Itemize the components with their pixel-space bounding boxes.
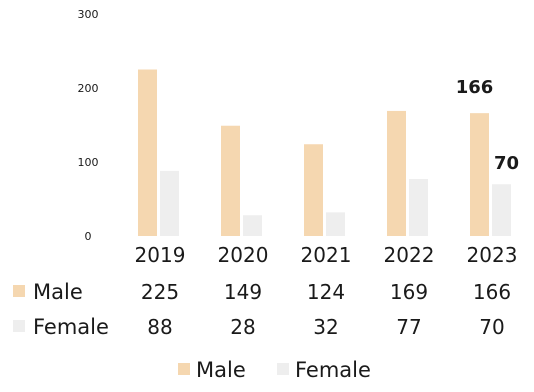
legend-label-male: Male [196, 358, 246, 382]
bars [138, 69, 511, 236]
legend-swatch-female [277, 363, 289, 375]
y-tick-label: 0 [85, 230, 92, 243]
bar-female-2020 [243, 215, 262, 236]
table-row-label: Female [33, 315, 109, 339]
table-cell: 225 [141, 280, 179, 304]
legend-label-female: Female [295, 358, 371, 382]
table-cell: 169 [390, 280, 428, 304]
x-category-label: 2021 [301, 243, 352, 267]
table-cell: 88 [147, 315, 172, 339]
bar-male-2021 [304, 144, 323, 236]
table-cell: 149 [224, 280, 262, 304]
data-label-male-2023: 166 [456, 77, 494, 98]
x-category-label: 2019 [135, 243, 186, 267]
table-cell: 166 [473, 280, 511, 304]
data-table: Male 225 149 124 169 166 Female 88 28 32 77 70 [13, 280, 511, 339]
table-swatch-male [13, 285, 25, 297]
bar-female-2022 [409, 179, 428, 236]
x-category-label: 2023 [467, 243, 518, 267]
bar-male-2023 [470, 113, 489, 236]
y-tick-label: 200 [78, 82, 99, 95]
table-row-label: Male [33, 280, 83, 304]
table-cell: 28 [230, 315, 255, 339]
bar-female-2021 [326, 212, 345, 236]
bar-male-2019 [138, 69, 157, 236]
y-axis-ticks: 0 100 200 300 [78, 8, 99, 243]
x-category-label: 2022 [384, 243, 435, 267]
data-label-female-2023: 70 [494, 153, 519, 174]
bar-female-2023 [492, 184, 511, 236]
data-labels: 166 70 [456, 77, 519, 174]
table-cell: 70 [479, 315, 504, 339]
x-axis-categories: 2019 2020 2021 2022 2023 [135, 243, 518, 267]
bar-male-2020 [221, 125, 240, 236]
legend-swatch-male [178, 363, 190, 375]
table-cell: 77 [396, 315, 421, 339]
x-category-label: 2020 [218, 243, 269, 267]
table-swatch-female [13, 320, 25, 332]
table-cell: 32 [313, 315, 338, 339]
y-tick-label: 300 [78, 8, 99, 21]
table-cell: 124 [307, 280, 345, 304]
y-tick-label: 100 [78, 156, 99, 169]
bar-female-2019 [160, 170, 179, 236]
bar-male-2022 [387, 110, 406, 236]
legend: Male Female [178, 358, 371, 382]
